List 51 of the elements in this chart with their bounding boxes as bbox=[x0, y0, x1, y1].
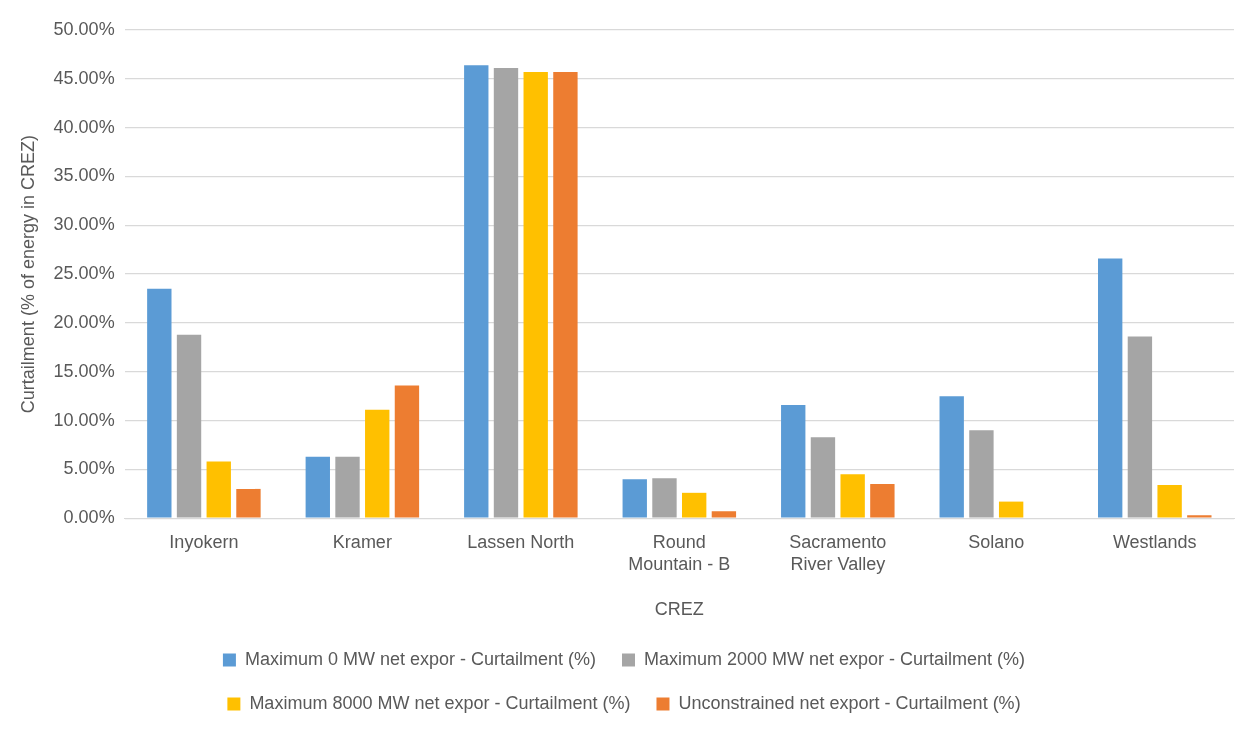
x-tick-label: Solano bbox=[968, 531, 1025, 552]
bar bbox=[493, 68, 519, 518]
bar bbox=[1127, 336, 1153, 518]
x-axis-title: CREZ bbox=[654, 599, 704, 620]
y-tick-label: 40.00% bbox=[53, 116, 115, 137]
bar bbox=[553, 71, 578, 518]
bar bbox=[840, 474, 865, 518]
bar bbox=[335, 456, 360, 518]
bar bbox=[652, 478, 677, 518]
x-tick-label: Westlands bbox=[1112, 531, 1197, 552]
bar bbox=[682, 492, 707, 518]
bar bbox=[147, 288, 172, 518]
bar bbox=[236, 488, 261, 518]
bar bbox=[523, 71, 548, 518]
y-tick-label: 25.00% bbox=[53, 263, 115, 284]
bar bbox=[810, 437, 836, 518]
bar bbox=[781, 404, 806, 518]
y-tick-label: 15.00% bbox=[53, 360, 115, 381]
y-axis-title: Curtailment (% of energy in CREZ) bbox=[17, 135, 38, 414]
x-tick-label: Kramer bbox=[332, 531, 392, 552]
bar bbox=[969, 430, 994, 518]
legend-label: Maximum 2000 MW net expor - Curtailment (%) bbox=[643, 648, 1026, 669]
legend-label: Unconstrained net export - Curtailment (%) bbox=[678, 692, 1021, 713]
bar bbox=[176, 334, 202, 518]
y-tick-label: 20.00% bbox=[53, 311, 115, 332]
y-tick-label: 50.00% bbox=[53, 18, 115, 39]
y-tick-label: 5.00% bbox=[63, 458, 115, 479]
x-tick-label: Lassen North bbox=[467, 531, 575, 552]
legend-label: Maximum 0 MW net expor - Curtailment (%) bbox=[244, 648, 596, 669]
bar bbox=[1187, 515, 1212, 518]
y-tick-label: 45.00% bbox=[53, 67, 115, 88]
x-tick-label: Round Mountain - B bbox=[628, 531, 731, 574]
bar bbox=[1098, 258, 1123, 518]
y-tick-label: 30.00% bbox=[53, 214, 115, 235]
y-tick-label: 10.00% bbox=[53, 409, 115, 430]
bar bbox=[939, 396, 964, 518]
bar bbox=[365, 409, 390, 518]
bar bbox=[870, 484, 895, 518]
legend-label: Maximum 8000 MW net expor - Curtailment (%) bbox=[249, 692, 631, 713]
bar bbox=[305, 456, 330, 518]
bar bbox=[464, 65, 489, 518]
bar bbox=[711, 511, 737, 518]
bar bbox=[206, 461, 231, 518]
bar bbox=[998, 501, 1024, 518]
bar bbox=[394, 385, 420, 518]
y-tick-label: 35.00% bbox=[53, 165, 115, 186]
bar bbox=[622, 479, 647, 518]
bar bbox=[1157, 485, 1182, 518]
y-tick-label: 0.00% bbox=[63, 507, 115, 528]
x-tick-label: Inyokern bbox=[169, 531, 239, 552]
x-tick-label: Sacramento River Valley bbox=[789, 531, 887, 574]
